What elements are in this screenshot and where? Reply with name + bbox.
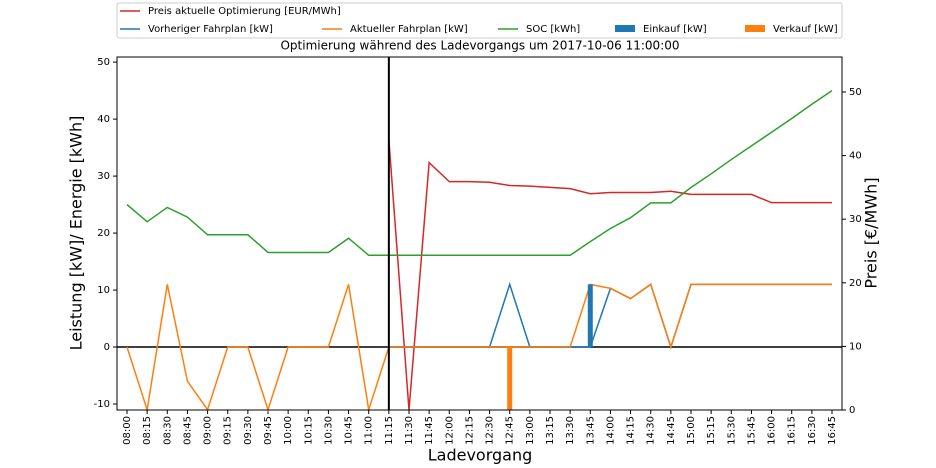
x-tick-label: 08:15 <box>142 416 153 445</box>
x-tick-label: 11:45 <box>424 416 435 445</box>
y-tick-label: 40 <box>97 114 110 125</box>
x-tick-label: 11:30 <box>404 416 415 445</box>
legend-label: Verkauf [kW] <box>773 24 838 35</box>
series-line <box>388 139 832 411</box>
x-tick-label: 14:15 <box>626 416 637 445</box>
y2-tick-label: 40 <box>849 151 862 162</box>
x-tick-label: 10:30 <box>323 416 334 445</box>
y-tick-label: 30 <box>97 171 110 182</box>
x-tick-label: 16:45 <box>827 416 838 445</box>
x-tick-label: 13:15 <box>545 416 556 445</box>
y2-tick-label: 0 <box>849 405 855 416</box>
x-tick-label: 11:00 <box>364 416 375 445</box>
x-tick-label: 12:30 <box>485 416 496 445</box>
series-line <box>388 281 832 350</box>
x-tick-label: 15:45 <box>746 416 757 445</box>
chart-title: Optimierung während des Ladevorgangs um … <box>280 39 679 53</box>
x-tick-label: 16:00 <box>767 416 778 445</box>
x-tick-label: 16:15 <box>787 416 798 445</box>
x-tick-label: 14:00 <box>605 416 616 445</box>
legend-label: Einkauf [kW] <box>643 24 707 35</box>
x-tick-label: 11:15 <box>384 416 395 445</box>
legend-label: Vorheriger Fahrplan [kW] <box>148 24 273 35</box>
x-tick-label: 09:30 <box>243 416 254 445</box>
plot-frame <box>116 56 843 411</box>
series-line <box>126 283 832 413</box>
y-tick-label: 0 <box>104 342 110 353</box>
y2-tick-label: 10 <box>849 341 862 352</box>
x-tick-label: 15:00 <box>686 416 697 445</box>
y-tick-label: -10 <box>94 399 110 410</box>
x-tick-label: 16:30 <box>807 416 818 445</box>
x-tick-label: 12:00 <box>444 416 455 445</box>
x-tick-label: 10:00 <box>283 416 294 445</box>
x-tick-label: 09:15 <box>223 416 234 445</box>
legend-label: Aktueller Fahrplan [kW] <box>350 24 468 35</box>
y-tick-label: 50 <box>97 57 110 68</box>
y2-axis-label: Preis [€/MWh] <box>862 177 881 288</box>
x-tick-label: 08:45 <box>182 416 193 445</box>
y2-tick-label: 50 <box>849 87 862 98</box>
y2-tick-label: 20 <box>849 278 862 289</box>
bar <box>507 347 513 410</box>
x-tick-label: 13:30 <box>565 416 576 445</box>
legend-label: SOC [kWh] <box>526 24 580 35</box>
x-tick-label: 14:45 <box>666 416 677 445</box>
x-tick-label: 15:15 <box>706 416 717 445</box>
x-tick-label: 13:45 <box>585 416 596 445</box>
x-axis-label: Ladevorgang <box>428 446 533 465</box>
x-tick-label: 10:45 <box>344 416 355 445</box>
y2-tick-label: 30 <box>849 214 862 225</box>
y-tick-label: 20 <box>97 228 110 239</box>
x-tick-label: 12:45 <box>505 416 516 445</box>
bar <box>587 284 593 348</box>
series-line <box>126 89 833 257</box>
x-tick-label: 15:30 <box>726 416 737 445</box>
legend-label: Preis aktuelle Optimierung [EUR/MWh] <box>148 6 341 17</box>
legend-swatch <box>745 25 765 32</box>
x-tick-label: 08:00 <box>122 416 133 445</box>
legend-box <box>116 2 843 39</box>
x-tick-label: 12:15 <box>464 416 475 445</box>
x-tick-label: 09:00 <box>203 416 214 445</box>
x-tick-label: 08:30 <box>162 416 173 445</box>
x-tick-label: 13:00 <box>525 416 536 445</box>
legend-swatch <box>615 25 635 32</box>
y-tick-label: 10 <box>97 285 110 296</box>
x-tick-label: 14:30 <box>646 416 657 445</box>
x-tick-label: 09:45 <box>263 416 274 445</box>
y-axis-label: Leistung [kW]/ Energie [kWh] <box>67 116 86 351</box>
x-tick-label: 10:15 <box>303 416 314 445</box>
